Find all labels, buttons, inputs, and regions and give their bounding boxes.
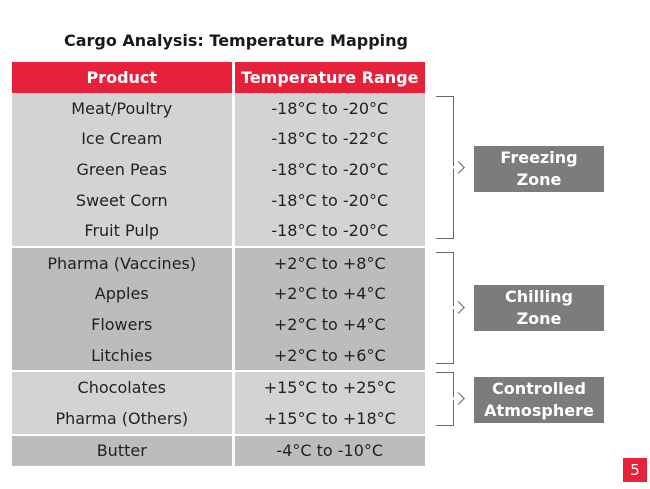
range-cell: +2°C to +4°C (233, 278, 425, 310)
freezing-zone-line1: Freezing (500, 148, 578, 167)
table-row: Pharma (Others) +15°C to +18°C (12, 402, 425, 435)
table-row: Litchies +2°C to +6°C (12, 339, 425, 372)
product-cell: Flowers (12, 309, 235, 340)
product-cell: Butter (12, 433, 235, 467)
freezing-zone-label: Freezing Zone (474, 146, 604, 192)
product-cell: Litchies (12, 339, 235, 372)
table-row: Pharma (Vaccines) +2°C to +8°C (12, 245, 425, 279)
temperature-table: Product Temperature Range Meat/Poultry -… (12, 62, 425, 467)
controlled-atmosphere-bracket (436, 372, 454, 426)
product-cell: Apples (12, 278, 235, 310)
product-cell: Ice Cream (12, 123, 235, 155)
table-row: Chocolates +15°C to +25°C (12, 370, 425, 403)
table-row: Apples +2°C to +4°C (12, 278, 425, 310)
header-temperature-range: Temperature Range (233, 62, 425, 93)
page-title: Cargo Analysis: Temperature Mapping (63, 31, 409, 50)
table-row: Butter -4°C to -10°C (12, 433, 425, 467)
product-cell: Sweet Corn (12, 184, 235, 216)
chilling-zone-label: Chilling Zone (474, 285, 604, 331)
controlled-atmosphere-line1: Controlled (492, 379, 586, 398)
range-cell: -4°C to -10°C (233, 433, 425, 467)
table-row: Green Peas -18°C to -20°C (12, 154, 425, 185)
range-cell: +15°C to +25°C (233, 370, 425, 403)
freezing-zone-line2: Zone (516, 170, 562, 189)
controlled-atmosphere-line2: Atmosphere (484, 401, 594, 420)
product-cell: Pharma (Others) (12, 402, 235, 435)
controlled-atmosphere-label: Controlled Atmosphere (474, 377, 604, 423)
range-cell: -18°C to -20°C (233, 184, 425, 216)
product-cell: Meat/Poultry (12, 93, 235, 124)
table-row: Flowers +2°C to +4°C (12, 309, 425, 340)
range-cell: -18°C to -22°C (233, 123, 425, 155)
table-row: Fruit Pulp -18°C to -20°C (12, 215, 425, 247)
range-cell: -18°C to -20°C (233, 215, 425, 247)
chilling-zone-line1: Chilling (505, 287, 573, 306)
range-cell: +2°C to +4°C (233, 309, 425, 340)
product-cell: Chocolates (12, 370, 235, 403)
freezing-zone-bracket (436, 96, 454, 239)
header-product: Product (12, 62, 235, 93)
chilling-zone-line2: Zone (516, 309, 562, 328)
table-row: Ice Cream -18°C to -22°C (12, 123, 425, 155)
range-cell: -18°C to -20°C (233, 93, 425, 124)
table-row: Sweet Corn -18°C to -20°C (12, 184, 425, 216)
product-cell: Pharma (Vaccines) (12, 245, 235, 279)
table-row: Meat/Poultry -18°C to -20°C (12, 93, 425, 124)
range-cell: -18°C to -20°C (233, 154, 425, 185)
product-cell: Fruit Pulp (12, 215, 235, 247)
product-cell: Green Peas (12, 154, 235, 185)
page-number-badge: 5 (623, 458, 647, 482)
table-header-row: Product Temperature Range (12, 62, 425, 93)
chilling-zone-bracket (436, 252, 454, 364)
range-cell: +2°C to +8°C (233, 245, 425, 279)
range-cell: +2°C to +6°C (233, 339, 425, 372)
range-cell: +15°C to +18°C (233, 402, 425, 435)
